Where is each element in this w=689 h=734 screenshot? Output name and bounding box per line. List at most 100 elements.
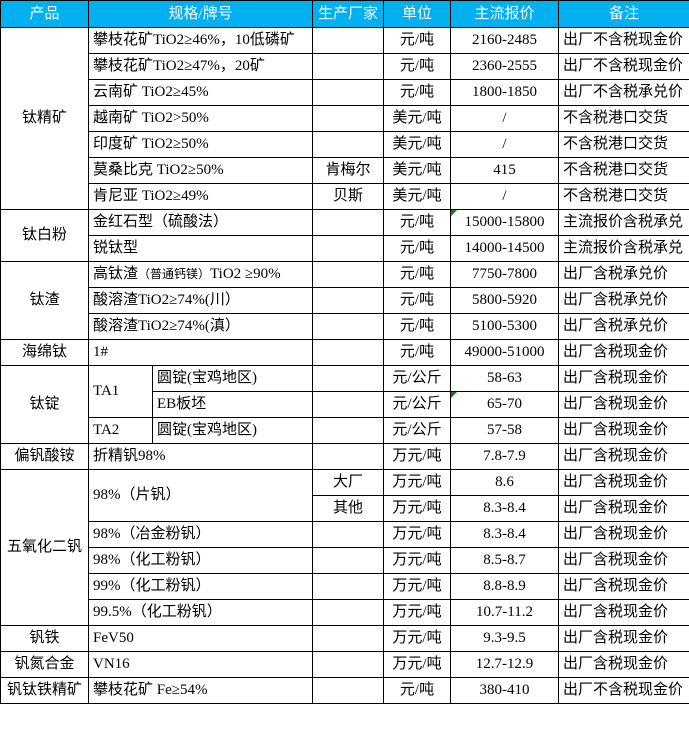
table-row: TA2 圆锭(宝鸡地区) 元/公斤 57-58 出厂含税现金价: [1, 417, 689, 444]
spec-cell: 莫桑比克 TiO2≥50%: [87, 157, 314, 184]
maker-cell: [312, 209, 385, 236]
maker-cell: [312, 599, 385, 626]
table-row: 钒钛铁精矿 攀枝花矿 Fe≥54% 元/吨 380-410 出厂不含税现金价: [0, 677, 689, 704]
table-row: 钛锭 TA1 圆锭(宝鸡地区) 元/公斤 58-63 出厂含税现金价: [0, 365, 689, 444]
spec-cell: 酸溶渣TiO2≥74%(川）: [87, 287, 314, 314]
price-cell: /: [450, 131, 560, 158]
note-cell: 出厂含税承兑价: [558, 313, 689, 340]
col-header-price: 主流报价: [450, 0, 560, 28]
unit-cell: 元/公斤: [383, 417, 452, 444]
table-row: 99.5%（化工粉钒） 万元/吨 10.7-11.2 出厂含税现金价: [1, 599, 689, 626]
note-cell: 出厂不含税承兑价: [558, 79, 689, 106]
maker-cell: [312, 53, 385, 80]
table-row: 云南矿 TiO2≥45% 元/吨 1800-1850 出厂不含税承兑价: [1, 79, 689, 106]
spec-cell: 折精钒98%: [87, 443, 314, 470]
unit-cell: 万元/吨: [383, 521, 452, 548]
spec-cell: 99.5%（化工粉钒）: [87, 599, 314, 626]
price-cell: /: [450, 183, 560, 210]
error-flag-icon: [451, 392, 458, 398]
note-cell: 出厂含税承兑价: [558, 261, 689, 288]
grade-cell: TA1: [88, 365, 153, 418]
col-header-unit: 单位: [383, 0, 452, 28]
spec-cell: EB板坯: [151, 391, 314, 418]
note-cell: 不含税港口交货: [558, 105, 689, 132]
spec-cell: 98%（化工粉钒）: [87, 547, 314, 574]
spec-cell: 金红石型（硫酸法）: [87, 209, 314, 236]
price-cell: 5100-5300: [450, 313, 560, 340]
unit-cell: 美元/吨: [383, 157, 452, 184]
maker-cell: [312, 313, 385, 340]
maker-cell: [312, 235, 385, 262]
col-header-spec: 规格/牌号: [87, 0, 314, 28]
maker-cell: [312, 417, 385, 444]
table-row: 98%（化工粉钒） 万元/吨 8.5-8.7 出厂含税现金价: [1, 547, 689, 574]
table-row: 钒铁 FeV50 万元/吨 9.3-9.5 出厂含税现金价: [0, 625, 689, 652]
maker-cell: [312, 131, 385, 158]
table-row: 锐钛型 元/吨 14000-14500 主流报价含税承兑: [1, 235, 689, 262]
unit-cell: 万元/吨: [383, 651, 452, 678]
maker-cell: 贝斯: [312, 183, 385, 210]
price-cell: /: [450, 105, 560, 132]
maker-cell: [312, 339, 385, 366]
note-cell: 出厂含税现金价: [558, 469, 689, 496]
price-cell: 14000-14500: [450, 235, 560, 262]
maker-cell: [312, 521, 385, 548]
spec-cell: 攀枝花矿TiO2≥46%，10低磷矿: [87, 27, 314, 54]
grade-cell: TA2: [88, 417, 153, 444]
unit-cell: 元/吨: [383, 261, 452, 288]
price-cell: 7750-7800: [450, 261, 560, 288]
price-cell: 49000-51000: [450, 339, 560, 366]
price-cell: 8.5-8.7: [450, 547, 560, 574]
table-row: 钛精矿 攀枝花矿TiO2≥46%，10低磷矿 元/吨 2160-2485 出厂不…: [0, 27, 689, 210]
price-cell: 5800-5920: [450, 287, 560, 314]
error-flag-icon: [451, 210, 458, 216]
unit-cell: 美元/吨: [383, 105, 452, 132]
spec-cell: 高钛渣（普通钙镁）TiO2 ≥90%: [87, 261, 314, 288]
table-row: 钛渣 高钛渣（普通钙镁）TiO2 ≥90% 元/吨 7750-7800 出厂含税…: [0, 261, 689, 340]
table-row: 莫桑比克 TiO2≥50% 肯梅尔 美元/吨 415 不含税港口交货: [1, 157, 689, 184]
note-cell: 出厂含税现金价: [558, 443, 689, 470]
note-cell: 主流报价含税承兑: [558, 235, 689, 262]
product-group-cell: 偏钒酸铵: [0, 443, 89, 470]
note-cell: 出厂含税现金价: [558, 573, 689, 600]
product-group-cell: 钒氮合金: [0, 651, 89, 678]
unit-cell: 元/公斤: [383, 391, 452, 418]
product-group-cell: 钒铁: [0, 625, 89, 652]
product-group-cell: 钒钛铁精矿: [0, 677, 89, 704]
maker-cell: [312, 287, 385, 314]
product-group-cell: 钛精矿: [0, 27, 89, 210]
note-cell: 出厂不含税现金价: [558, 677, 689, 704]
unit-cell: 万元/吨: [383, 625, 452, 652]
note-cell: 不含税港口交货: [558, 157, 689, 184]
spec-cell: 圆锭(宝鸡地区): [151, 417, 314, 444]
table-row: 其他 万元/吨 8.3-8.4 出厂含税现金价: [1, 495, 689, 522]
maker-cell: 肯梅尔: [312, 157, 385, 184]
spec-cell: 1#: [87, 339, 314, 366]
spec-cell: VN16: [87, 651, 314, 678]
maker-cell: [312, 677, 385, 704]
price-cell: 58-63: [450, 365, 560, 392]
price-cell: 12.7-12.9: [450, 651, 560, 678]
maker-cell: [312, 651, 385, 678]
maker-cell: 大厂: [312, 469, 385, 496]
table-row: 海绵钛 1# 元/吨 49000-51000 出厂含税现金价: [0, 339, 689, 366]
maker-cell: [312, 79, 385, 106]
note-cell: 出厂含税现金价: [558, 599, 689, 626]
table-row: 99%（化工粉钒） 万元/吨 8.8-8.9 出厂含税现金价: [1, 573, 689, 600]
unit-cell: 元/吨: [383, 79, 452, 106]
product-group-cell: 钛锭: [0, 365, 89, 444]
unit-cell: 元/吨: [383, 53, 452, 80]
table-row: 越南矿 TiO2>50% 美元/吨 / 不含税港口交货: [1, 105, 689, 132]
price-cell: 57-58: [450, 417, 560, 444]
maker-cell: [312, 27, 385, 54]
price-cell: 9.3-9.5: [450, 625, 560, 652]
price-cell: 8.6: [450, 469, 560, 496]
spec-cell: 酸溶渣TiO2≥74%(滇）: [87, 313, 314, 340]
table-row: 偏钒酸铵 折精钒98% 万元/吨 7.8-7.9 出厂含税现金价: [0, 443, 689, 470]
price-cell: 8.3-8.4: [450, 521, 560, 548]
maker-cell: [312, 391, 385, 418]
spec-cell: 98%（冶金粉钒）: [87, 521, 314, 548]
note-cell: 出厂含税现金价: [558, 651, 689, 678]
spec-cell: 肯尼亚 TiO2≥49%: [87, 183, 314, 210]
spec-cell: 攀枝花矿TiO2≥47%，20矿: [87, 53, 314, 80]
